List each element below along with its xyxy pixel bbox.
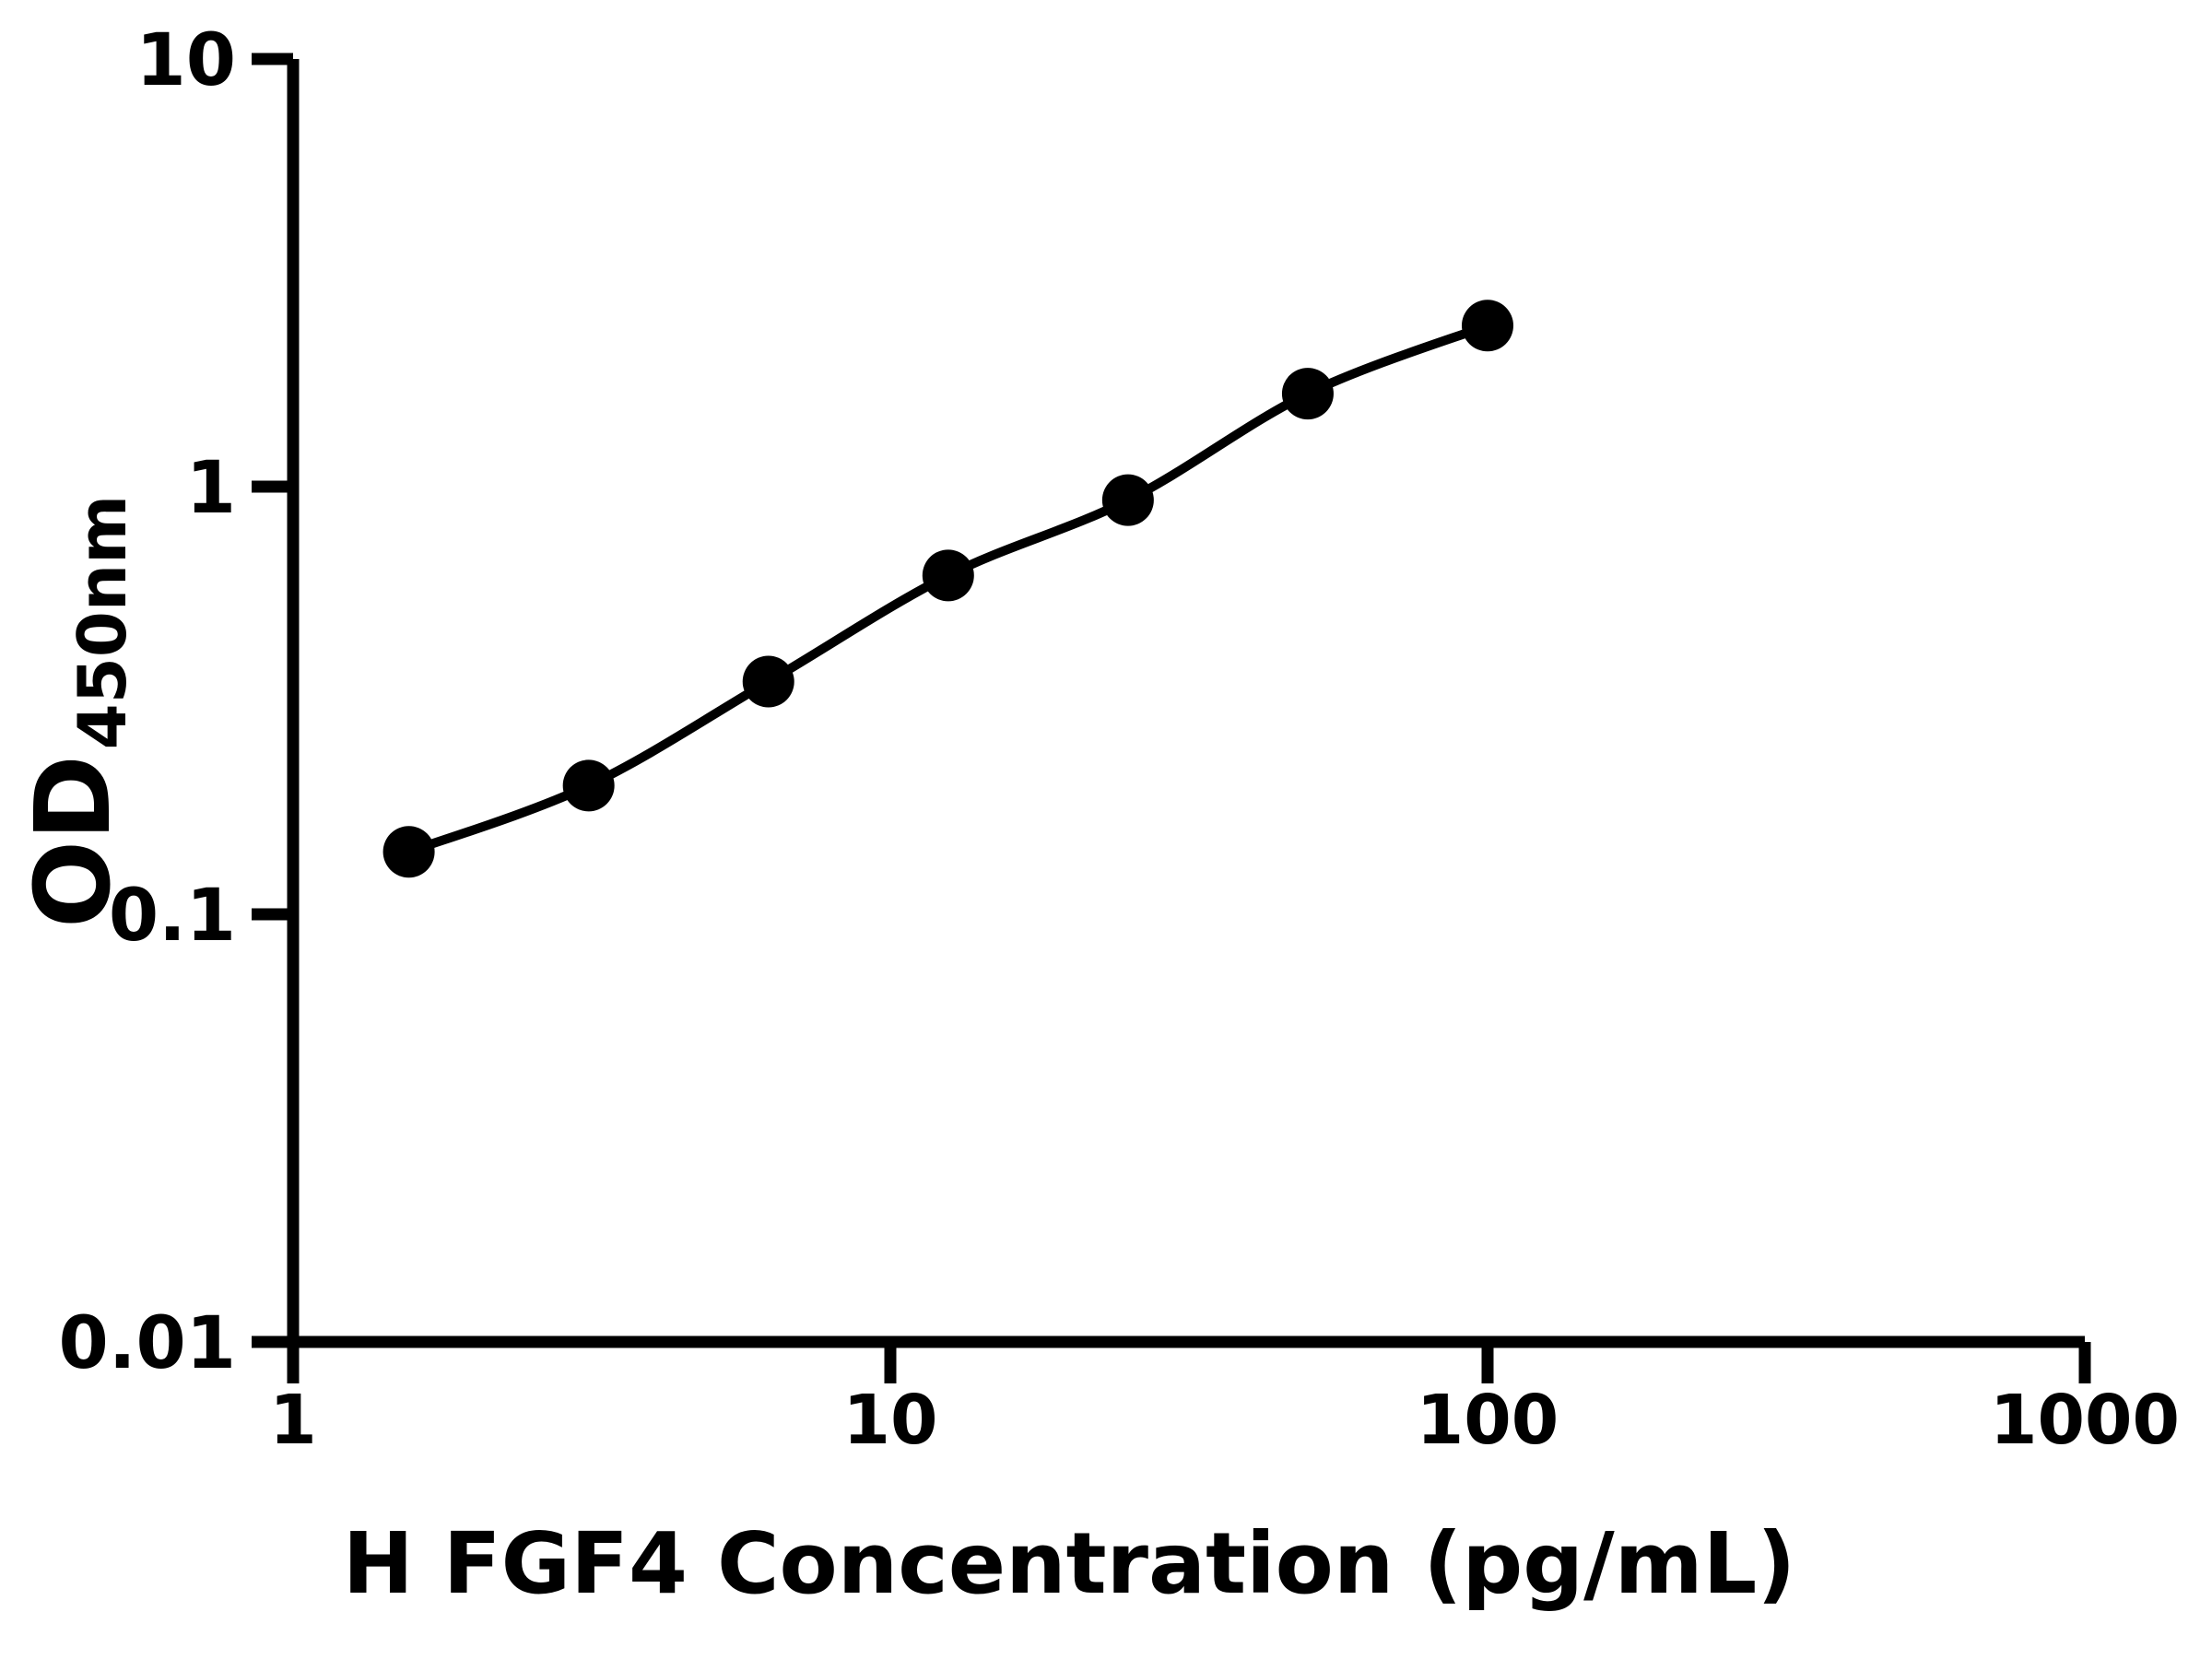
axes [287,59,2085,1348]
y-tick-label-1: 1 [186,447,236,530]
x-tick-label-100: 100 [1417,1381,1559,1460]
data-point-6.25 [742,655,794,708]
ticks: 1 10 100 1000 10 1 0.1 0.01 [59,19,2180,1460]
x-tick-label-1000: 1000 [1990,1381,2180,1460]
y-tick-label-10: 10 [135,19,236,102]
y-tick-label-0.01: 0.01 [59,1302,236,1385]
data-point-12.5 [922,549,974,602]
data-point-25 [1101,474,1154,526]
y-tick-label-0.1: 0.1 [109,875,236,958]
y-axis-title-subscript: 450nm [64,495,141,750]
axis-spines [287,59,2085,1348]
y-axis-title-main: OD [14,755,134,928]
data-series [382,300,1513,878]
x-tick-label-1: 1 [269,1381,317,1460]
y-axis-title: OD 450nm [14,495,141,928]
data-point-1.5625 [382,826,435,878]
x-axis-title: H FGF4 Concentration (pg/mL) [343,1514,1796,1613]
x-tick-label-10: 10 [843,1381,938,1460]
data-point-100 [1462,300,1513,352]
data-point-50 [1281,368,1334,420]
data-point-3.125 [562,759,615,812]
